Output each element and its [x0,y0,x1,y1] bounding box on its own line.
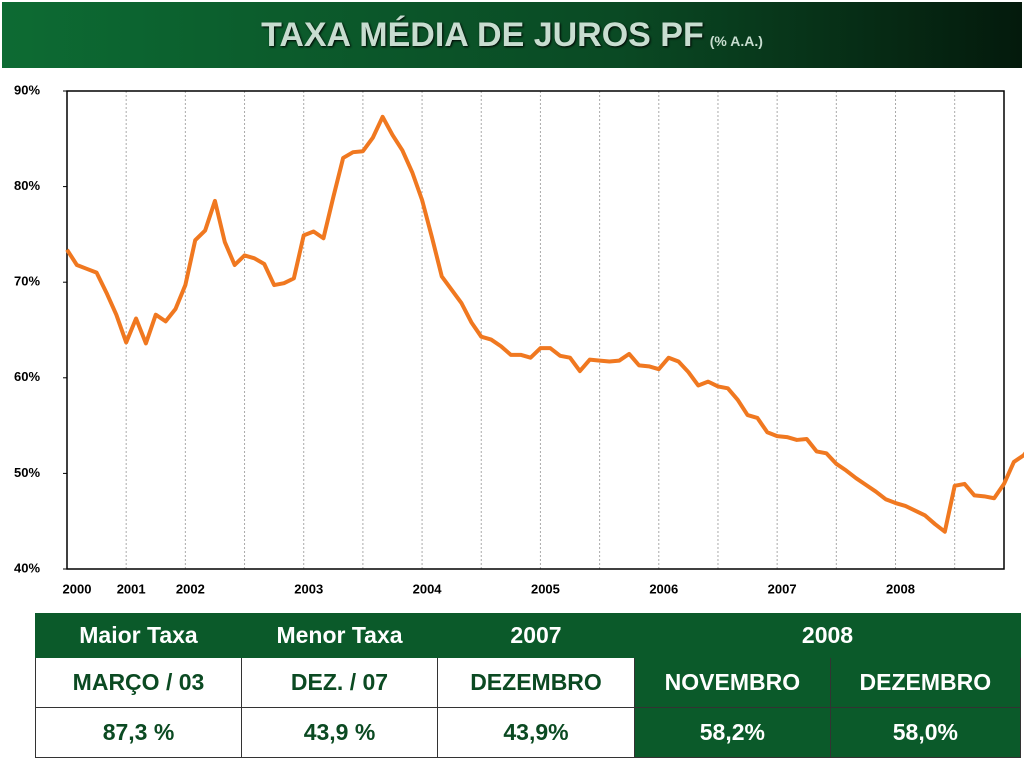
table-header: Maior Taxa Menor Taxa 2007 2008 [35,613,1021,658]
cell: NOVEMBRO [634,657,831,708]
header-cell: 2007 [437,613,635,658]
x-tick-label: 2000 [63,581,92,596]
plot-area [67,91,1004,569]
cell: DEZ. / 07 [241,657,438,708]
y-tick-label: 40% [14,560,40,575]
header-cell: Menor Taxa [241,613,438,658]
x-tick-label: 2006 [649,581,678,596]
cell: 87,3 % [35,707,242,758]
x-tick-label: 2001 [117,581,146,596]
table-row: 87,3 % 43,9 % 43,9% 58,2% 58,0% [35,707,1022,758]
y-tick-label: 60% [14,369,40,384]
title-banner: TAXA MÉDIA DE JUROS PF (% A.A.) [2,2,1022,68]
chart-title: TAXA MÉDIA DE JUROS PF [261,16,704,54]
cell: 58,0% [829,707,1022,758]
cell: DEZEMBRO [829,657,1022,708]
y-tick-label: 70% [14,274,40,289]
plot-border [66,90,1005,570]
cell: 43,9% [437,707,635,758]
y-tick-label: 80% [14,178,40,193]
y-tick-label: 90% [14,82,40,97]
x-tick-label: 2007 [768,581,797,596]
cell: MARÇO / 03 [35,657,242,708]
header-cell: Maior Taxa [35,613,242,658]
chart: 40% 50% 60% 70% 80% 90% 2000 2001 2002 2003 2004 20… [14,82,1024,596]
cell: 58,2% [634,707,831,758]
cell: 43,9 % [241,707,438,758]
cell: DEZEMBRO [437,657,635,708]
x-tick-label: 2003 [294,581,323,596]
y-tick-label: 50% [14,465,40,480]
table-row: MARÇO / 03 DEZ. / 07 DEZEMBRO NOVEMBRO D… [35,657,1022,708]
data-line [65,114,1024,534]
header-cell: 2008 [634,613,1021,658]
x-tick-label: 2008 [886,581,915,596]
x-tick-label: 2005 [531,581,560,596]
x-tick-label: 2002 [176,581,205,596]
chart-subtitle: (% A.A.) [709,33,763,49]
x-tick-label: 2004 [413,581,443,596]
summary-table: Maior Taxa Menor Taxa 2007 2008 MARÇO / … [35,613,1022,758]
